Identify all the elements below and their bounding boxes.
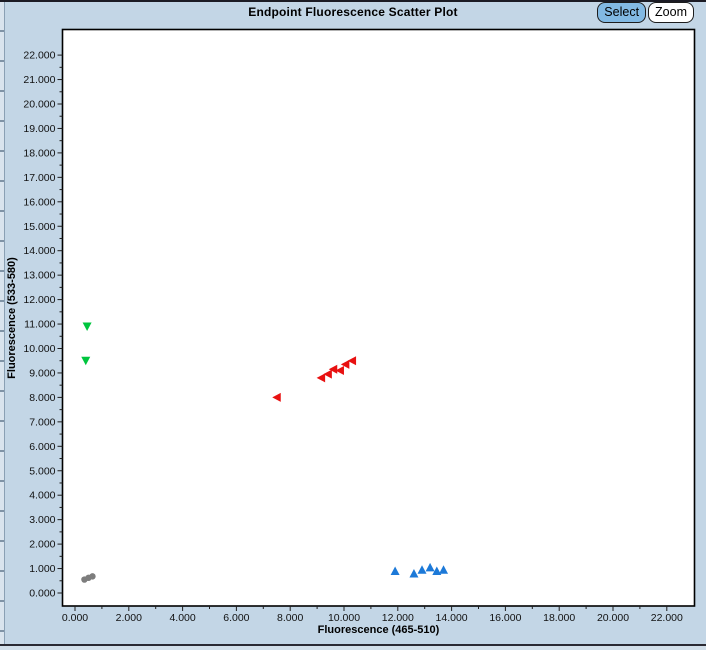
- window-bottom-border: [0, 644, 706, 646]
- blue-samples-point[interactable]: [432, 566, 442, 575]
- x-axis-ticks: 0.000 2.000 4.000 6.000 8.000 10.000 12.000 14.…: [62, 606, 683, 624]
- data-points: [81, 322, 449, 583]
- blue-samples-point[interactable]: [417, 565, 427, 574]
- y-tick-label: 4.000: [29, 490, 55, 502]
- green-samples-point[interactable]: [81, 356, 91, 366]
- y-tick-label: 15.000: [23, 221, 55, 233]
- green-samples-point[interactable]: [82, 322, 92, 331]
- left-ruler-strip: [0, 2, 5, 644]
- y-axis-label: Fluorescence (533-580): [6, 256, 19, 379]
- y-tick-label: 14.000: [23, 245, 55, 257]
- window-top-border: [0, 0, 706, 2]
- y-tick-label: 0.000: [29, 588, 55, 600]
- y-axis-ticks: 0.000 1.000 2.000 3.000 4.000 5.000 6.000 7.000…: [23, 50, 63, 600]
- red-samples-point[interactable]: [328, 364, 338, 374]
- y-tick-label: 21.000: [23, 74, 55, 86]
- y-tick-label: 2.000: [29, 539, 55, 551]
- y-tick-label: 10.000: [23, 343, 55, 355]
- red-samples-point[interactable]: [323, 369, 332, 379]
- blue-samples-point[interactable]: [425, 562, 435, 572]
- zoom-button[interactable]: Zoom: [648, 2, 694, 23]
- y-tick-label: 8.000: [29, 392, 55, 404]
- red-samples-point[interactable]: [272, 392, 281, 402]
- x-tick-label: 12.000: [382, 612, 414, 624]
- y-tick-label: 20.000: [23, 99, 55, 111]
- y-tick-label: 7.000: [29, 416, 55, 428]
- y-tick-label: 6.000: [29, 441, 55, 453]
- plot-area[interactable]: [61, 28, 696, 607]
- gray-samples-point[interactable]: [89, 573, 96, 580]
- x-tick-label: 10.000: [328, 612, 360, 624]
- x-tick-label: 22.000: [651, 612, 683, 624]
- y-tick-label: 3.000: [29, 514, 55, 526]
- x-tick-label: 20.000: [597, 612, 629, 624]
- toolbar: Select Zoom: [597, 2, 694, 23]
- y-tick-label: 17.000: [23, 172, 55, 184]
- x-tick-label: 4.000: [169, 612, 195, 624]
- y-tick-label: 12.000: [23, 294, 55, 306]
- blue-samples-point[interactable]: [439, 565, 449, 574]
- y-tick-label: 1.000: [29, 563, 55, 575]
- y-tick-label: 5.000: [29, 465, 55, 477]
- red-samples-point[interactable]: [316, 373, 326, 383]
- red-samples-point[interactable]: [335, 366, 344, 376]
- x-tick-label: 14.000: [436, 612, 468, 624]
- y-tick-label: 19.000: [23, 123, 55, 135]
- y-tick-label: 22.000: [23, 50, 55, 62]
- x-tick-label: 8.000: [277, 612, 303, 624]
- select-button[interactable]: Select: [597, 2, 647, 23]
- blue-samples-point[interactable]: [409, 568, 419, 578]
- red-samples-point[interactable]: [347, 356, 357, 366]
- x-tick-label: 0.000: [62, 612, 88, 624]
- y-tick-label: 11.000: [24, 319, 55, 331]
- x-tick-label: 2.000: [116, 612, 142, 624]
- x-axis-label: Fluorescence (465-510): [317, 624, 440, 636]
- blue-samples-point[interactable]: [390, 566, 400, 575]
- y-tick-label: 18.000: [23, 147, 55, 159]
- y-tick-label: 9.000: [29, 367, 55, 379]
- x-tick-label: 16.000: [489, 612, 521, 624]
- window-bottom-fill: [0, 646, 706, 650]
- y-tick-label: 13.000: [23, 270, 55, 282]
- y-tick-label: 16.000: [23, 196, 55, 208]
- x-tick-label: 18.000: [543, 612, 575, 624]
- chart-title: Endpoint Fluorescence Scatter Plot: [248, 5, 458, 19]
- red-samples-point[interactable]: [340, 359, 350, 369]
- x-tick-label: 6.000: [223, 612, 249, 624]
